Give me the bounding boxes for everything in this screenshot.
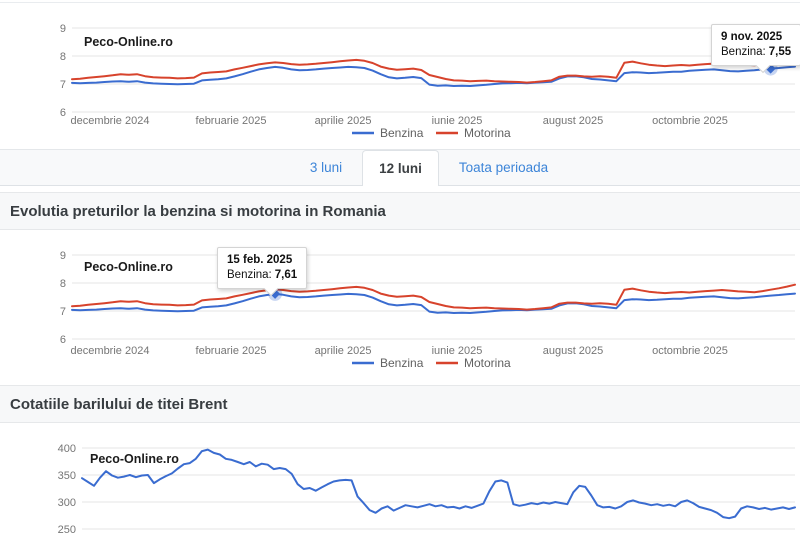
brent-chart[interactable]: 400 350 300 250 Peco-Online.ro (0, 432, 800, 534)
x-axis-tick-label: decembrie 2024 (71, 115, 150, 127)
legend-label: Motorina (464, 126, 511, 140)
x-axis-tick-label: februarie 2025 (196, 115, 267, 127)
motorina-line (71, 56, 796, 84)
tab-12-luni[interactable]: 12 luni (362, 150, 439, 186)
legend-label: Benzina (380, 356, 424, 370)
x-axis-tick-label: aprilie 2025 (315, 115, 372, 127)
tab-3-luni[interactable]: 3 luni (309, 160, 343, 175)
tooltip-value-line: Benzina: 7,61 (227, 269, 298, 281)
tab-toata-perioada[interactable]: Toata perioada (458, 160, 549, 175)
chart-tooltip-main: 15 feb. 2025 Benzina: 7,61 (217, 247, 308, 296)
x-axis-tick-label: august 2025 (543, 345, 604, 357)
y-axis-tick-label: 6 (60, 107, 66, 119)
watermark: Peco-Online.ro (90, 452, 179, 466)
y-axis-tick-label: 250 (58, 524, 76, 534)
chart-tooltip-top: 9 nov. 2025 Benzina: 7,55 (711, 24, 800, 73)
tooltip-date: 15 feb. 2025 (227, 254, 293, 266)
y-axis-tick-label: 400 (58, 443, 76, 455)
legend-label: Motorina (464, 356, 511, 370)
period-tabbar: 3 luni 12 luni Toata perioada (0, 149, 800, 186)
prices-heading-text: Evolutia preturilor la benzina si motori… (10, 202, 386, 220)
y-axis-tick-label: 9 (60, 23, 66, 35)
x-axis-tick-label: octombrie 2025 (652, 345, 728, 357)
y-axis-tick-label: 7 (60, 306, 66, 318)
y-axis-tick-label: 6 (60, 334, 66, 346)
y-axis-tick-label: 7 (60, 79, 66, 91)
y-axis-tick-label: 9 (60, 250, 66, 262)
watermark: Peco-Online.ro (84, 260, 173, 274)
benzina-line (71, 65, 796, 87)
fuel-price-chart-top[interactable]: 9 8 7 6 decembrie 2024 februarie 2025 aprilie … (0, 0, 800, 146)
tooltip-value-line: Benzina: 7,55 (721, 46, 792, 58)
x-axis-tick-label: aprilie 2025 (315, 345, 372, 357)
brent-section-heading: Cotatiile barilului de titei Brent (0, 385, 800, 423)
y-axis-tick-label: 350 (58, 470, 76, 482)
brent-line (81, 448, 796, 520)
prices-section-heading: Evolutia preturilor la benzina si motori… (0, 192, 800, 230)
watermark: Peco-Online.ro (84, 35, 173, 49)
x-axis-tick-label: iunie 2025 (432, 115, 483, 127)
y-axis-tick-label: 300 (58, 497, 76, 509)
motorina-line (71, 283, 796, 311)
x-axis-tick-label: februarie 2025 (196, 345, 267, 357)
fuel-price-chart-main[interactable]: 9 8 7 6 decembrie 2024 februarie 2025 aprilie … (0, 244, 800, 376)
brent-heading-text: Cotatiile barilului de titei Brent (10, 395, 228, 413)
legend-label: Benzina (380, 126, 424, 140)
x-axis-tick-label: decembrie 2024 (71, 345, 150, 357)
benzina-line (71, 292, 796, 314)
y-axis-tick-label: 8 (60, 278, 66, 290)
x-axis-tick-label: octombrie 2025 (652, 115, 728, 127)
y-axis-tick-label: 8 (60, 51, 66, 63)
tooltip-date: 9 nov. 2025 (721, 31, 783, 43)
top-divider (0, 2, 800, 3)
selected-point-marker[interactable] (270, 288, 281, 299)
x-axis-tick-label: august 2025 (543, 115, 604, 127)
x-axis-tick-label: iunie 2025 (432, 345, 483, 357)
